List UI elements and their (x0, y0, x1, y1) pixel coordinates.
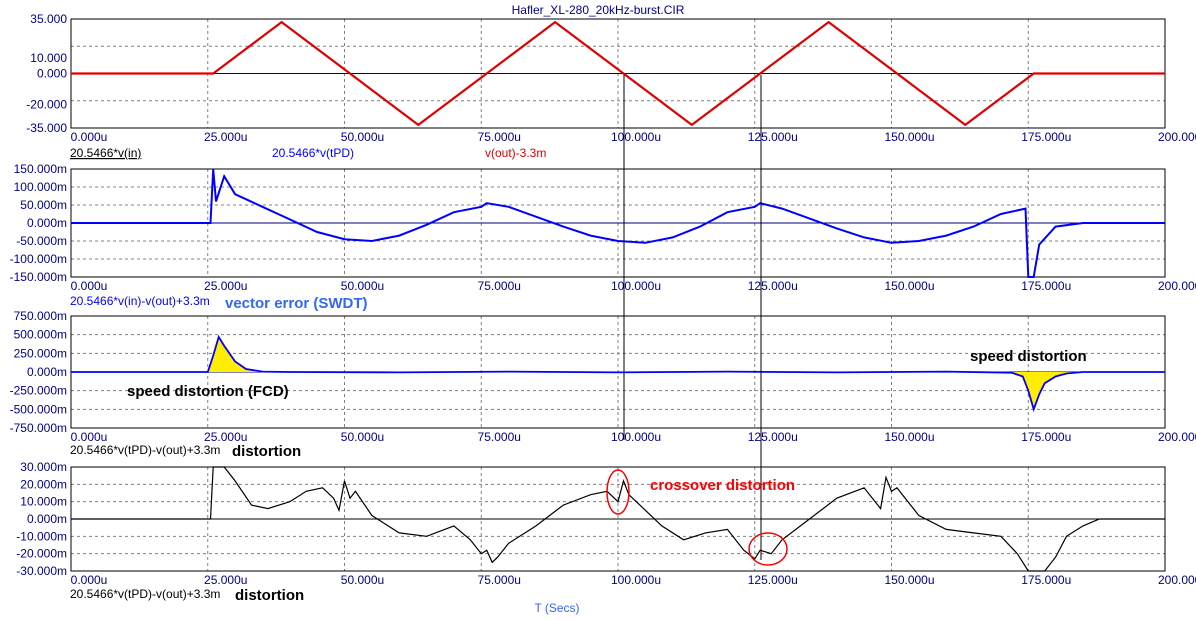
y-tick-label: 500.000m (14, 328, 67, 342)
y-tick-label: 250.000m (14, 346, 67, 360)
x-tick-label: 100.000u (611, 573, 661, 587)
window-title: Hafler_XL-280_20kHz-burst.CIR (512, 3, 685, 17)
x-tick-label: 75.000u (478, 279, 521, 293)
x-tick-label: 50.000u (341, 573, 384, 587)
legend-title: distortion (232, 443, 301, 460)
y-tick-label: -35.000 (26, 121, 67, 135)
x-tick-label: 25.000u (204, 573, 247, 587)
y-tick-label: 100.000m (14, 180, 67, 194)
crossover-circle (748, 532, 788, 566)
series-line (71, 20, 1165, 127)
x-tick-label: 150.000u (884, 430, 934, 444)
x-tick-label: 125.000u (748, 279, 798, 293)
y-tick-label: -250.000m (10, 384, 67, 398)
x-tick-label: 175.000u (1021, 279, 1071, 293)
x-tick-label: 150.000u (884, 279, 934, 293)
panel-4: 30.000m 20.000m 10.000m 0.000m -10.000m -20.0… (16, 460, 1196, 587)
y-tick-label: -50.000m (16, 234, 67, 248)
legend-v-in: 20.5466*v(in) (70, 146, 141, 160)
y-tick-label: -20.000m (16, 547, 67, 561)
legend-expr: 20.5466*v(tPD)-v(out)+3.3m (70, 443, 220, 457)
y-tick-label: 750.000m (14, 309, 67, 323)
y-tick-label: -500.000m (10, 402, 67, 416)
panel-2: 150.000m 100.000m 50.000m 0.000m -50.000m -10… (10, 162, 1196, 293)
legend-v-tpd: 20.5466*v(tPD) (272, 146, 354, 160)
y-tick-label: 150.000m (14, 162, 67, 176)
x-tick-label: 150.000u (884, 573, 934, 587)
annotation-speed: speed distortion (970, 348, 1087, 365)
annotation-fcd: speed distortion (FCD) (127, 383, 289, 400)
y-tick-label: 50.000m (20, 198, 67, 212)
y-tick-label: 0.000 (37, 67, 67, 81)
x-tick-label: 175.000u (1021, 573, 1071, 587)
x-tick-label: 50.000u (341, 279, 384, 293)
x-tick-label: 25.000u (204, 130, 247, 144)
y-tick-label: -10.000m (16, 529, 67, 543)
y-tick-label: 20.000m (20, 477, 67, 491)
y-tick-label: -100.000m (10, 252, 67, 266)
x-tick-label: 75.000u (478, 430, 521, 444)
y-tick-label: 0.000m (27, 365, 67, 379)
y-tick-label: -150.000m (10, 270, 67, 284)
x-tick-label: 200.000u (1158, 573, 1196, 587)
x-tick-label: 200.000u (1158, 430, 1196, 444)
x-tick-label: 125.000u (748, 573, 798, 587)
x-tick-label: 50.000u (341, 130, 384, 144)
x-tick-label: 75.000u (478, 573, 521, 587)
x-tick-label: 25.000u (204, 279, 247, 293)
y-tick-label: 0.000m (27, 216, 67, 230)
x-tick-label: 100.000u (611, 130, 661, 144)
x-tick-label: 100.000u (611, 430, 661, 444)
panel-1: 35.000 10.000 0.000 -20.000 -35.000 0.000u 25.… (26, 12, 1196, 144)
y-tick-label: 30.000m (20, 460, 67, 474)
x-tick-label: 75.000u (478, 130, 521, 144)
x-tick-label: 125.000u (748, 130, 798, 144)
y-tick-label: 35.000 (30, 12, 67, 26)
x-tick-label: 175.000u (1021, 430, 1071, 444)
x-tick-label: 0.000u (71, 573, 108, 587)
x-tick-label: 200.000u (1158, 130, 1196, 144)
x-tick-label: 125.000u (748, 430, 798, 444)
x-tick-label: 200.000u (1158, 279, 1196, 293)
x-tick-label: 50.000u (341, 430, 384, 444)
series-line (71, 334, 1165, 413)
legend-title: distortion (235, 587, 304, 604)
y-tick-label: 0.000m (27, 512, 67, 526)
x-tick-label: 0.000u (71, 130, 108, 144)
legend-expr: 20.5466*v(in)-v(out)+3.3m (70, 294, 210, 308)
x-tick-label: 100.000u (611, 279, 661, 293)
x-axis-label: T (Secs) (534, 601, 579, 615)
annotation-crossover: crossover distortion (650, 477, 795, 494)
x-tick-label: 0.000u (71, 430, 108, 444)
panel-3: 750.000m 500.000m 250.000m 0.000m -250.000m -… (10, 309, 1196, 444)
legend-title: vector error (SWDT) (225, 295, 368, 312)
crossover-circle (606, 469, 630, 515)
y-tick-label: 10.000m (20, 495, 67, 509)
x-tick-label: 25.000u (204, 430, 247, 444)
y-tick-label: -20.000 (26, 98, 67, 112)
y-tick-label: -750.000m (10, 421, 67, 435)
y-tick-label: -30.000m (16, 564, 67, 578)
x-tick-label: 0.000u (71, 279, 108, 293)
x-tick-label: 175.000u (1021, 130, 1071, 144)
legend-expr: 20.5466*v(tPD)-v(out)+3.3m (70, 587, 220, 601)
x-tick-label: 150.000u (884, 130, 934, 144)
series-line (71, 168, 1165, 278)
legend-v-out: v(out)-3.3m (485, 146, 546, 160)
y-tick-label: 10.000 (30, 51, 67, 65)
